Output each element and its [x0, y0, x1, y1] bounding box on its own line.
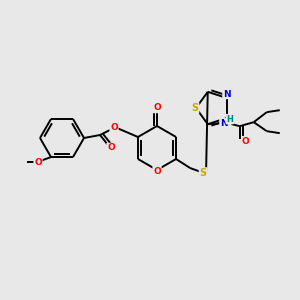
Text: O: O [153, 103, 161, 112]
Text: O: O [107, 143, 115, 152]
Text: H: H [226, 115, 233, 124]
Text: S: S [200, 168, 207, 178]
Text: O: O [34, 158, 42, 166]
Text: N: N [223, 89, 231, 98]
Text: N: N [223, 118, 231, 127]
Text: S: S [191, 103, 199, 113]
Text: O: O [153, 167, 161, 176]
Text: N: N [220, 119, 228, 128]
Text: O: O [110, 124, 118, 133]
Text: O: O [242, 137, 250, 146]
